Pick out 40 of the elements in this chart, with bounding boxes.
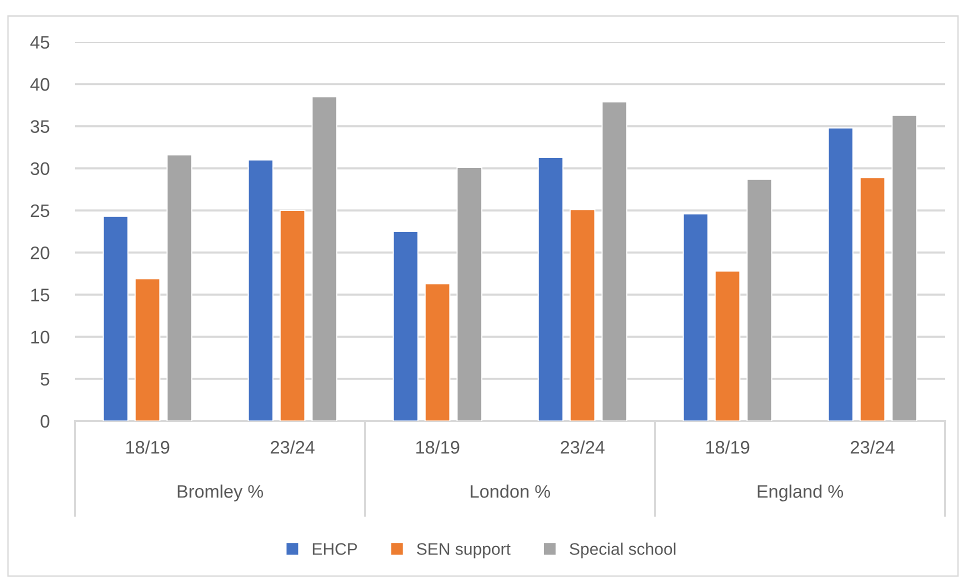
y-tick-label: 15 [31,288,50,302]
bar [280,210,306,421]
text: London % [470,484,550,498]
bar [892,114,918,421]
legend-label: SEN support [416,543,511,558]
bar [828,127,854,421]
bar [102,216,128,421]
y-tick-label: 45 [30,36,50,49]
bar [456,166,482,421]
y-tick-label: 0 [40,414,50,428]
text: Bromley % [178,484,264,502]
bar [602,101,628,421]
bar [312,96,338,421]
y-tick-label: 10 [31,330,50,344]
y-tick-label: 5 [40,373,50,386]
bar [538,156,564,421]
x-tick-label: 23/24 [270,440,315,454]
y-tick-label: 35 [30,120,50,133]
bar [134,278,160,421]
bar [166,154,192,421]
x-tick-label: 18/19 [416,440,460,454]
bar [248,159,274,421]
bar [714,270,740,421]
bar [570,209,596,421]
y-tick-label: 25 [30,204,50,218]
x-tick-label: 23/24 [850,440,895,454]
bar [682,213,708,421]
bar [392,230,418,421]
y-tick-label: 30 [30,162,50,176]
bar [860,177,886,421]
bar [424,283,450,421]
y-tick-label: 20 [30,246,50,260]
x-tick-label: 23/24 [560,440,605,454]
y-tick-label: 40 [30,78,50,91]
legend-label: EHCP [312,543,357,555]
x-tick-label: 18/19 [126,440,170,454]
bar [746,178,772,421]
x-tick-label: 18/19 [706,440,750,454]
legend-label: Special school [570,542,676,558]
text: England % [758,484,844,502]
